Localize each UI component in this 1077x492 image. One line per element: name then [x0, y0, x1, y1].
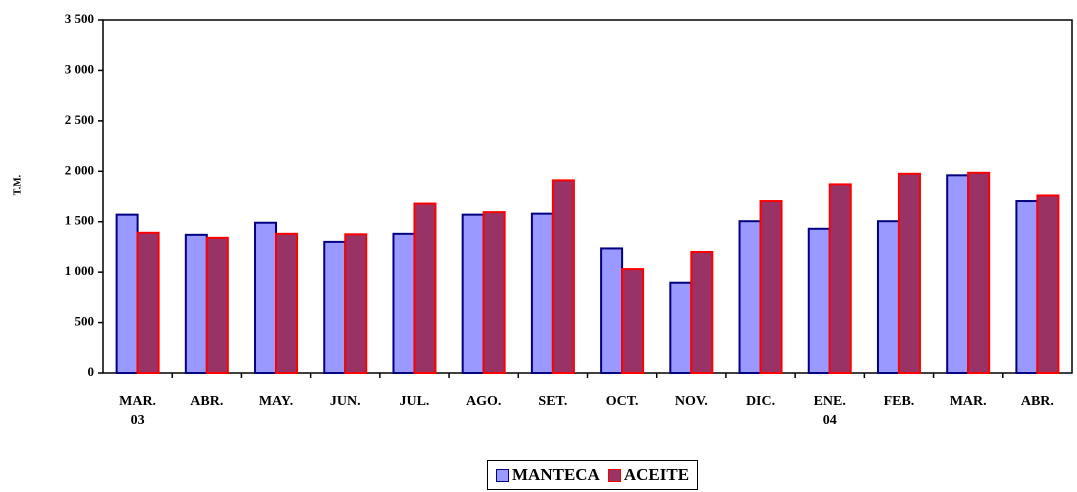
y-tick-label: 2 000 [65, 162, 94, 177]
bar [551, 179, 575, 374]
bar [254, 221, 278, 374]
x-tick-label: FEB. [883, 394, 915, 409]
bar [205, 236, 229, 374]
x-tick-label: OCT. [605, 394, 639, 409]
bar [323, 240, 347, 374]
y-tick-label: 2 500 [65, 112, 94, 127]
bar [136, 231, 160, 374]
bar [413, 202, 437, 374]
y-tick-label: 1 000 [65, 263, 94, 278]
bar [828, 183, 852, 374]
y-tick-label: 1 500 [65, 213, 94, 228]
bar [482, 211, 506, 374]
x-tick-label: MAR. 03 [119, 394, 157, 428]
x-tick-label: MAR. [949, 394, 987, 409]
bar [115, 213, 139, 374]
x-tick-label: AGO. [465, 394, 502, 409]
bar [690, 250, 714, 375]
legend: MANTECA ACEITE [487, 460, 699, 490]
x-tick-label: SET. [538, 394, 568, 409]
x-tick-label: DIC. [745, 394, 776, 409]
y-tick-label: 500 [75, 314, 95, 329]
x-tick-label: JUN. [329, 394, 361, 409]
x-tick-label: ENE. 04 [813, 394, 846, 428]
bar [392, 232, 416, 374]
bar [876, 220, 900, 374]
bar [1015, 200, 1039, 374]
x-tick-label: NOV. [674, 394, 708, 409]
bar [461, 213, 485, 374]
bar [1036, 194, 1060, 374]
bar [946, 174, 970, 374]
bar [530, 212, 554, 374]
bar [897, 172, 921, 374]
bar [669, 281, 693, 374]
x-tick-label: ABR. [190, 394, 224, 409]
bar [621, 268, 645, 375]
bar [738, 220, 762, 374]
x-tick-label: ABR. [1020, 394, 1054, 409]
legend-item: ACEITE [604, 465, 689, 485]
legend-item: MANTECA [492, 465, 600, 485]
bar [759, 200, 783, 374]
plot-frame [102, 19, 1073, 374]
y-tick-label: 0 [88, 364, 95, 379]
x-tick-label: JUL. [399, 394, 430, 409]
legend-label: MANTECA [512, 465, 600, 484]
bar [184, 233, 208, 374]
bar [344, 233, 368, 374]
y-tick-label: 3 000 [65, 61, 94, 76]
legend-swatch [496, 468, 509, 482]
y-tick-label: 3 500 [65, 11, 94, 26]
bar [967, 171, 991, 374]
x-tick-label: MAY. [258, 394, 294, 409]
legend-label: ACEITE [623, 465, 690, 484]
bar [275, 232, 299, 374]
bar [600, 247, 624, 374]
bar [807, 227, 831, 374]
legend-swatch [607, 468, 621, 482]
y-axis-title: T.M. [12, 174, 23, 195]
